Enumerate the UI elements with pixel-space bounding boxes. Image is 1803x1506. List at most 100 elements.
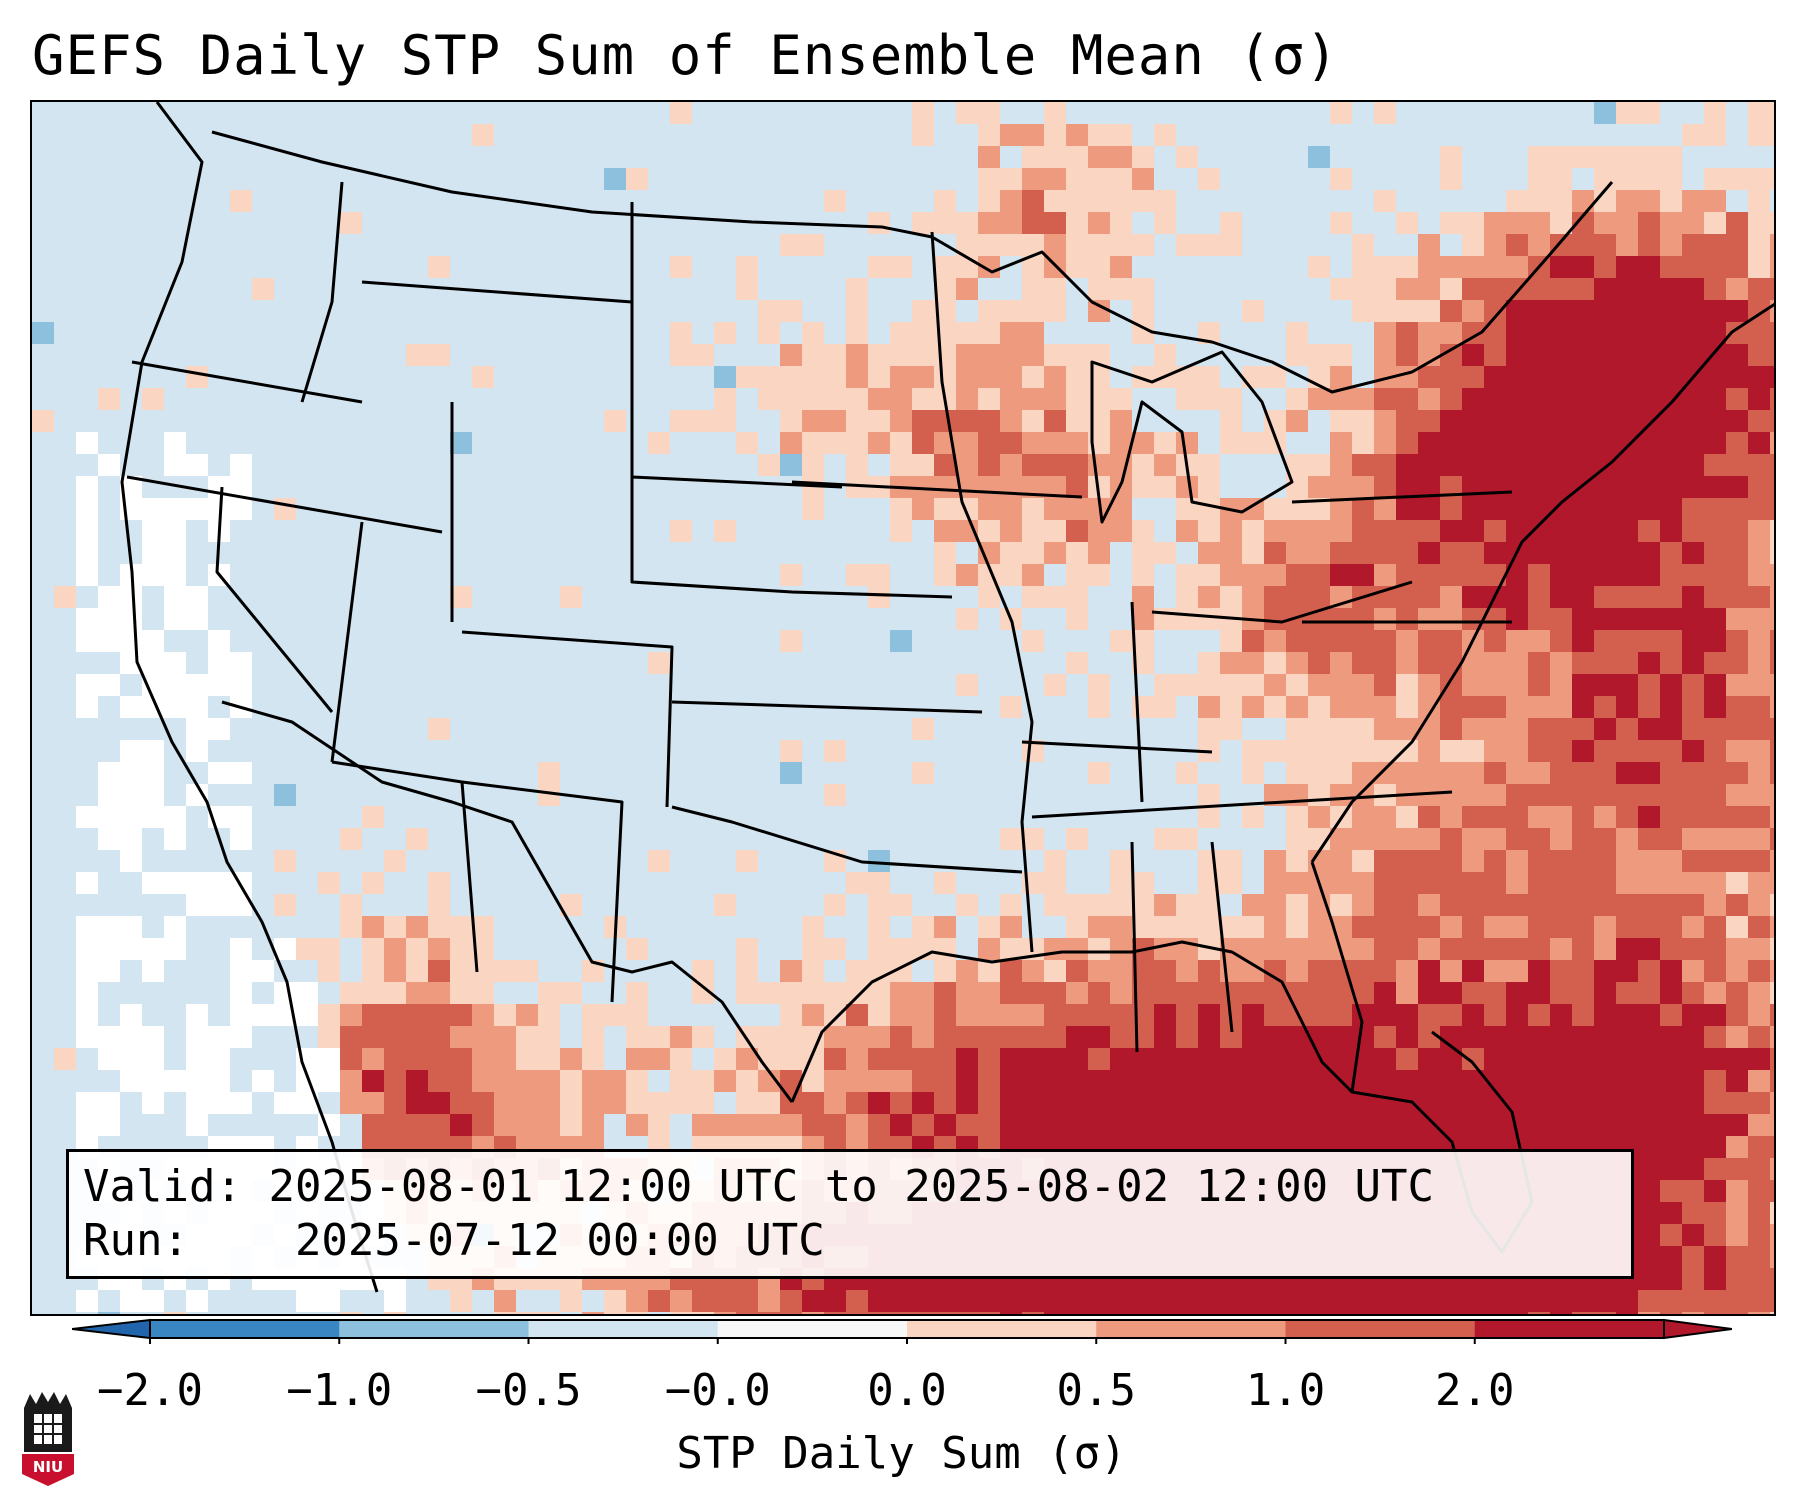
stp-grid-cell bbox=[1220, 652, 1242, 674]
stp-grid-cell bbox=[780, 454, 802, 476]
stp-grid-cell bbox=[780, 630, 802, 652]
stp-grid-cell bbox=[1704, 190, 1726, 212]
stp-grid-cell bbox=[1044, 1312, 1066, 1314]
stp-grid-cell bbox=[384, 1312, 406, 1314]
stp-grid-cell bbox=[1594, 476, 1616, 498]
stp-grid-cell bbox=[1110, 1092, 1132, 1114]
stp-grid-cell bbox=[1616, 1312, 1638, 1314]
stp-grid-cell bbox=[1484, 784, 1506, 806]
stp-grid-cell bbox=[1462, 542, 1484, 564]
stp-grid-cell bbox=[1352, 1070, 1374, 1092]
stp-grid-cell bbox=[1550, 938, 1572, 960]
stp-grid-cell bbox=[142, 960, 164, 982]
stp-grid-cell bbox=[1726, 498, 1748, 520]
stp-grid-cell bbox=[978, 322, 1000, 344]
stp-grid-cell bbox=[1000, 432, 1022, 454]
stp-grid-cell bbox=[1660, 652, 1682, 674]
stp-grid-cell bbox=[1572, 894, 1594, 916]
stp-grid-cell bbox=[1682, 1136, 1704, 1158]
stp-grid-cell bbox=[1462, 564, 1484, 586]
stp-grid-cell bbox=[76, 608, 98, 630]
stp-grid-cell bbox=[494, 1312, 516, 1314]
stp-grid-cell bbox=[1484, 1092, 1506, 1114]
stp-grid-cell bbox=[1682, 806, 1704, 828]
stp-grid-cell bbox=[1770, 212, 1774, 234]
stp-grid-cell bbox=[1638, 674, 1660, 696]
stp-grid-cell bbox=[1154, 916, 1176, 938]
stp-grid-cell bbox=[1594, 982, 1616, 1004]
stp-grid-cell bbox=[186, 1004, 208, 1026]
stp-grid-cell bbox=[1220, 1070, 1242, 1092]
stp-grid-cell bbox=[1660, 894, 1682, 916]
stp-grid-cell bbox=[1242, 960, 1264, 982]
stp-grid-cell bbox=[230, 1092, 252, 1114]
stp-grid-cell bbox=[1352, 300, 1374, 322]
stp-grid-cell bbox=[1440, 1004, 1462, 1026]
stp-grid-cell bbox=[1330, 1048, 1352, 1070]
stp-grid-cell bbox=[1286, 454, 1308, 476]
stp-grid-cell bbox=[1594, 564, 1616, 586]
stp-grid-cell bbox=[1000, 168, 1022, 190]
stp-grid-cell bbox=[1594, 212, 1616, 234]
stp-grid-cell bbox=[384, 1048, 406, 1070]
stp-grid-cell bbox=[560, 982, 582, 1004]
us-canada-border bbox=[211, 130, 1614, 394]
stp-grid-cell bbox=[1000, 234, 1022, 256]
stp-grid-cell bbox=[120, 1026, 142, 1048]
stp-grid-cell bbox=[1374, 256, 1396, 278]
stp-grid-cell bbox=[1374, 278, 1396, 300]
stp-grid-cell bbox=[1264, 586, 1286, 608]
stp-grid-cell bbox=[912, 916, 934, 938]
stp-grid-cell bbox=[868, 344, 890, 366]
stp-grid-cell bbox=[1242, 696, 1264, 718]
stp-grid-cell bbox=[956, 1048, 978, 1070]
stp-grid-cell bbox=[1616, 190, 1638, 212]
stp-grid-cell bbox=[1264, 1004, 1286, 1026]
stp-grid-cell bbox=[1506, 740, 1528, 762]
stp-grid-cell bbox=[846, 872, 868, 894]
stp-grid-cell bbox=[318, 1048, 340, 1070]
stp-grid-cell bbox=[846, 982, 868, 1004]
stp-grid-cell bbox=[1330, 1290, 1352, 1312]
stp-grid-cell bbox=[252, 278, 274, 300]
stp-grid-cell bbox=[450, 916, 472, 938]
stp-grid-cell bbox=[1374, 828, 1396, 850]
stp-grid-cell bbox=[230, 190, 252, 212]
stp-grid-cell bbox=[1088, 1004, 1110, 1026]
stp-grid-cell bbox=[1616, 146, 1638, 168]
stp-grid-cell bbox=[98, 1026, 120, 1048]
stp-grid-cell bbox=[1462, 1048, 1484, 1070]
stp-grid-cell bbox=[1374, 894, 1396, 916]
stp-grid-cell bbox=[1704, 102, 1726, 124]
valid-time-value: 2025-08-01 12:00 UTC to 2025-08-02 12:00… bbox=[268, 1161, 1435, 1212]
stp-grid-cell bbox=[1770, 1092, 1774, 1114]
stp-grid-cell bbox=[1198, 652, 1220, 674]
stp-grid-cell bbox=[1396, 1290, 1418, 1312]
stp-grid-cell bbox=[1528, 894, 1550, 916]
stp-grid-cell bbox=[1066, 894, 1088, 916]
stp-grid-cell bbox=[1286, 1048, 1308, 1070]
stp-grid-cell bbox=[1044, 894, 1066, 916]
stp-grid-cell bbox=[1396, 256, 1418, 278]
stp-grid-cell bbox=[1110, 124, 1132, 146]
stp-grid-cell bbox=[978, 1092, 1000, 1114]
stp-grid-cell bbox=[1418, 476, 1440, 498]
stp-grid-cell bbox=[1396, 410, 1418, 432]
stp-grid-cell bbox=[1638, 586, 1660, 608]
stp-grid-cell bbox=[1462, 806, 1484, 828]
stp-grid-cell bbox=[1748, 1004, 1770, 1026]
stp-grid-cell bbox=[1682, 828, 1704, 850]
stp-grid-cell bbox=[1550, 696, 1572, 718]
stp-grid-cell bbox=[824, 1048, 846, 1070]
stp-grid-cell bbox=[1132, 278, 1154, 300]
stp-grid-cell bbox=[164, 1312, 186, 1314]
stp-grid-cell bbox=[1110, 960, 1132, 982]
stp-grid-cell bbox=[1704, 542, 1726, 564]
stp-grid-cell bbox=[1286, 1070, 1308, 1092]
stp-grid-cell bbox=[626, 1290, 648, 1312]
stp-grid-cell bbox=[1066, 366, 1088, 388]
stp-grid-cell bbox=[1022, 322, 1044, 344]
stp-grid-cell bbox=[978, 498, 1000, 520]
stp-grid-cell bbox=[1572, 234, 1594, 256]
stp-grid-cell bbox=[890, 1026, 912, 1048]
